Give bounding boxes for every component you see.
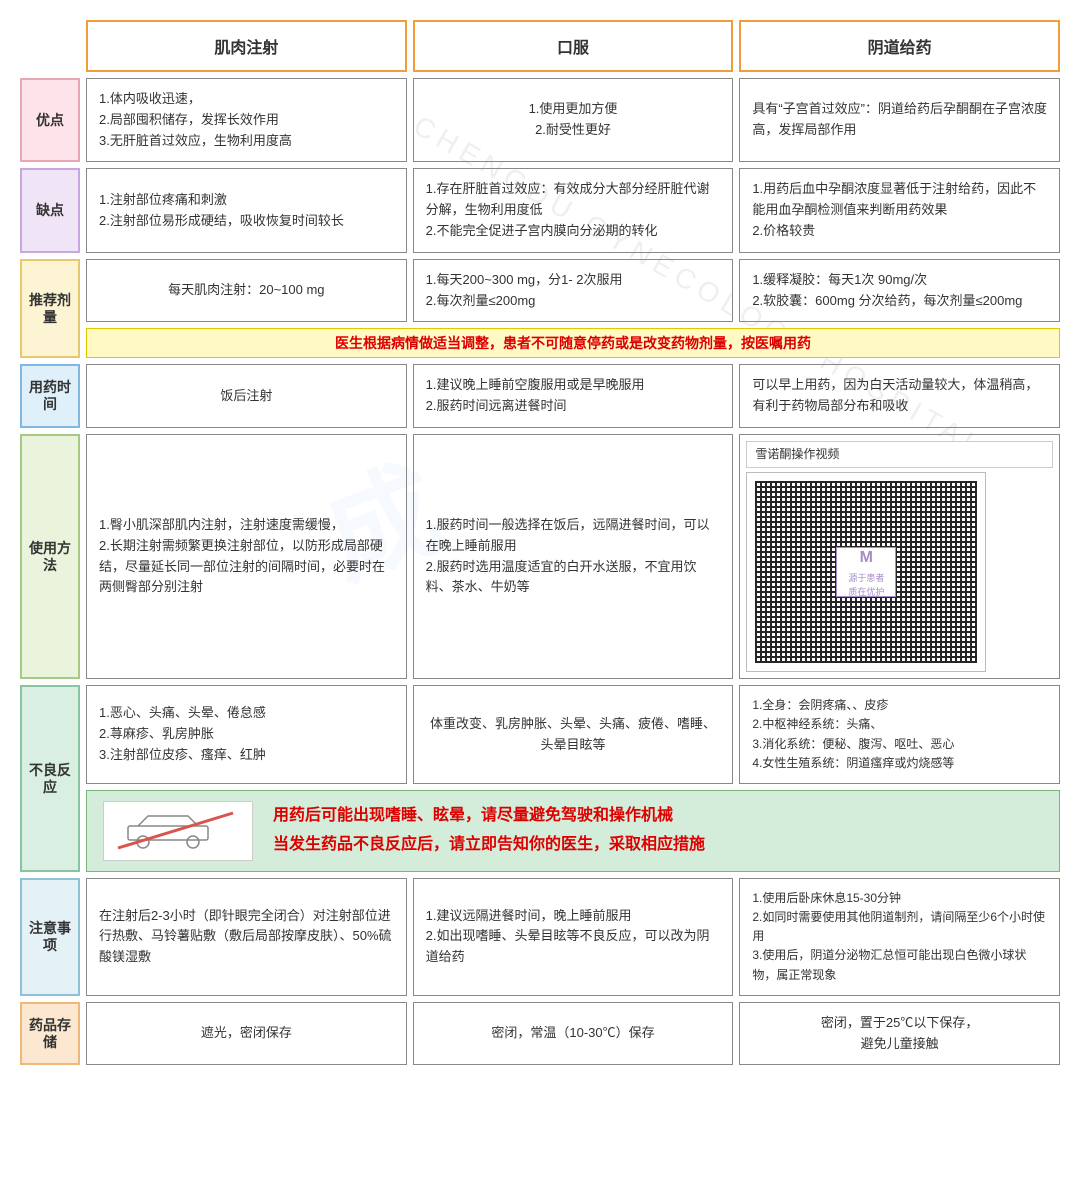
- adverse-warn-line1: 用药后可能出现嗜睡、眩晕，请尽量避免驾驶和操作机械: [273, 802, 705, 831]
- storage-oral: 密闭，常温（10-30℃）保存: [413, 1002, 734, 1066]
- adverse-warn-line2: 当发生药品不良反应后，请立即告知你的医生，采取相应措施: [273, 831, 705, 860]
- dosage-warning-banner: 医生根据病情做适当调整，患者不可随意停药或是改变药物剂量，按医嘱用药: [86, 328, 1060, 358]
- no-driving-icon: [103, 801, 253, 861]
- disadvantages-injection: 1.注射部位疼痛和刺激 2.注射部位易形成硬结，吸收恢复时间较长: [86, 168, 407, 252]
- row-advantages-label: 优点: [20, 78, 80, 162]
- row-storage-label: 药品存储: [20, 1002, 80, 1066]
- row-dosage-label: 推荐剂量: [20, 259, 80, 359]
- disadvantages-vaginal: 1.用药后血中孕酮浓度显著低于注射给药，因此不能用血孕酮检测值来判断用药效果 2…: [739, 168, 1060, 252]
- qr-code[interactable]: M 源于患者 质在优护: [746, 472, 986, 672]
- timing-injection: 饭后注射: [86, 364, 407, 428]
- method-vaginal: 雪诺酮操作视频 M 源于患者 质在优护: [739, 434, 1060, 679]
- method-injection: 1.臀小肌深部肌内注射，注射速度需缓慢， 2.长期注射需频繁更换注射部位，以防形…: [86, 434, 407, 679]
- row-disadvantages-label: 缺点: [20, 168, 80, 252]
- advantages-oral: 1.使用更加方便 2.耐受性更好: [413, 78, 734, 162]
- adverse-injection: 1.恶心、头痛、头晕、倦怠感 2.荨麻疹、乳房肿胀 3.注射部位皮疹、瘙痒、红肿: [86, 685, 407, 784]
- header-injection: 肌肉注射: [86, 20, 407, 72]
- comparison-table: 肌肉注射 口服 阴道给药 优点 1.体内吸收迅速， 2.局部囤积储存，发挥长效作…: [20, 20, 1060, 1065]
- disadvantages-oral: 1.存在肝脏首过效应：有效成分大部分经肝脏代谢分解，生物利用度低 2.不能完全促…: [413, 168, 734, 252]
- timing-oral: 1.建议晚上睡前空腹服用或是早晚服用 2.服药时间远离进餐时间: [413, 364, 734, 428]
- method-oral: 1.服药时间一般选择在饭后，远隔进餐时间，可以在晚上睡前服用 2.服药时选用温度…: [413, 434, 734, 679]
- precaution-oral: 1.建议远隔进餐时间，晚上睡前服用 2.如出现嗜睡、头晕目眩等不良反应，可以改为…: [413, 878, 734, 996]
- qr-center-logo: M 源于患者 质在优护: [836, 547, 896, 597]
- adverse-warning-banner: 用药后可能出现嗜睡、眩晕，请尽量避免驾驶和操作机械 当发生药品不良反应后，请立即…: [86, 790, 1060, 872]
- advantages-vaginal: 具有“子宫首过效应”：阴道给药后孕酮酮在子宫浓度高，发挥局部作用: [739, 78, 1060, 162]
- row-timing-label: 用药时间: [20, 364, 80, 428]
- adverse-oral: 体重改变、乳房肿胀、头晕、头痛、疲倦、嗜睡、头晕目眩等: [413, 685, 734, 784]
- row-precaution-label: 注意事项: [20, 878, 80, 996]
- dosage-oral: 1.每天200~300 mg，分1- 2次服用 2.每次剂量≤200mg: [413, 259, 734, 323]
- precaution-vaginal: 1.使用后卧床休息15-30分钟 2.如同时需要使用其他阴道制剂，请间隔至少6个…: [739, 878, 1060, 996]
- dosage-injection: 每天肌肉注射：20~100 mg: [86, 259, 407, 323]
- dosage-vaginal: 1.缓释凝胶：每天1次 90mg/次 2.软胶囊：600mg 分次给药，每次剂量…: [739, 259, 1060, 323]
- storage-injection: 遮光，密闭保存: [86, 1002, 407, 1066]
- adverse-vaginal: 1.全身：会阴疼痛、、皮疹 2.中枢神经系统：头痛、 3.消化系统：便秘、腹泻、…: [739, 685, 1060, 784]
- storage-vaginal: 密闭，置于25℃以下保存， 避免儿童接触: [739, 1002, 1060, 1066]
- timing-vaginal: 可以早上用药，因为白天活动量较大，体温稍高，有利于药物局部分布和吸收: [739, 364, 1060, 428]
- advantages-injection: 1.体内吸收迅速， 2.局部囤积储存，发挥长效作用 3.无肝脏首过效应，生物利用…: [86, 78, 407, 162]
- precaution-injection: 在注射后2-3小时（即针眼完全闭合）对注射部位进行热敷、马铃薯贴敷（敷后局部按摩…: [86, 878, 407, 996]
- header-vaginal: 阴道给药: [739, 20, 1060, 72]
- qr-video-label: 雪诺酮操作视频: [746, 441, 1053, 468]
- header-oral: 口服: [413, 20, 734, 72]
- row-method-label: 使用方法: [20, 434, 80, 679]
- row-adverse-label: 不良反应: [20, 685, 80, 872]
